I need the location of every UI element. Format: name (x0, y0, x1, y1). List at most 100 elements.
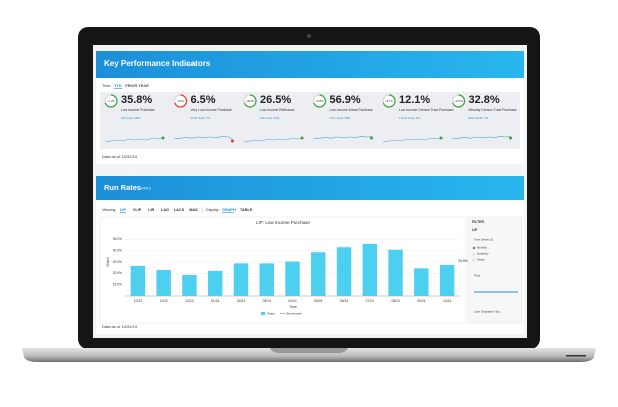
x-tick-label: 02/24 (237, 299, 245, 303)
bar (362, 243, 378, 296)
filter-title: FILTER (472, 220, 484, 224)
kpi-goal: LIP Goal: 28% (121, 116, 141, 120)
x-tick-label: 10/23 (134, 299, 142, 303)
kpi-label: Low Income Areas Purchase (330, 108, 373, 112)
legend-swatch (261, 312, 265, 315)
viewing-option[interactable]: LAG (161, 208, 169, 212)
time-option[interactable]: YTD (114, 84, 122, 88)
kpi-label: Low Income Purchase (121, 108, 155, 112)
x-tick-label: 11/23 (160, 299, 168, 303)
kpi-sparkline (313, 136, 372, 140)
kpi-change: +8.7% (385, 99, 393, 103)
radio[interactable] (472, 252, 476, 256)
kpi-value: 6.5% (191, 94, 216, 106)
filter-section[interactable]: Loan Origination Typ... (474, 310, 502, 314)
base-notch (270, 348, 348, 353)
kpi-goal: LAG Goal: TBD (330, 116, 352, 120)
run-title: Run Rates (104, 183, 141, 192)
kpi-footer: Data as of 10/31/24 (102, 154, 138, 159)
x-tick-label: 03/24 (263, 299, 271, 303)
kpi-sparkline (104, 137, 164, 143)
kpi-value: 12.1% (399, 94, 430, 106)
viewing-option[interactable]: LIR (148, 208, 154, 212)
legend-entry: Benchmark (287, 312, 303, 316)
filter-section[interactable]: Quarterly (477, 252, 489, 256)
dynamic-content: Time: YTD PRIOR YEAR +7.3% 35.8% Low Income P… (102, 84, 518, 314)
kpi-goal: LIR Goal: 24% (260, 116, 280, 120)
kpi-spark-dot (370, 136, 373, 140)
bar (439, 264, 455, 296)
camera (307, 34, 311, 38)
run-footer: Data as of 10/31/24 (102, 324, 138, 329)
y-tick-label: 35.0% (113, 237, 122, 241)
kpi-sparkline (452, 136, 511, 140)
base-light (566, 355, 586, 357)
kpi-ring-arc (313, 94, 327, 108)
y-axis-label: Share (106, 257, 110, 266)
kpi-change: +7.3% (107, 99, 115, 103)
kpi-goal: VLIP Goal: 7% (191, 116, 211, 120)
viewing-option[interactable]: MAS (189, 208, 198, 212)
x-tick-label: 09/24 (417, 299, 425, 303)
y-tick-label: 30.0% (113, 249, 122, 253)
bar (233, 263, 249, 296)
y-tick-label: 15.0% (113, 283, 122, 287)
laptop-base (22, 348, 596, 362)
kpi-change: -0.5% (177, 99, 184, 103)
kpi-change: +40.5% (246, 99, 256, 103)
kpi-spark-dot (231, 139, 234, 143)
bar (414, 268, 429, 296)
kpi-change: +165% (315, 99, 324, 103)
kpi-sparkline (243, 137, 303, 143)
kpi-goal: MAS Goal: 7% (469, 116, 489, 120)
x-tick-label: 10/24 (443, 299, 451, 303)
x-axis-label: Time (289, 305, 297, 309)
x-tick-label: 05/24 (314, 299, 322, 303)
x-tick-label: 08/24 (391, 299, 399, 303)
filter-section[interactable]: Time (474, 274, 481, 278)
chart-title: LIP: Low Income Purchase (256, 220, 310, 225)
kpi-sparkline (174, 136, 233, 140)
bar (311, 252, 326, 296)
radio[interactable] (472, 258, 476, 262)
filter-panel (467, 216, 523, 324)
kpi-cards-bg (100, 92, 520, 149)
kpi-spark-dot (161, 136, 165, 140)
display-label: Display: (206, 208, 220, 212)
viewing-option[interactable]: VLIP (133, 208, 142, 212)
viewing-option[interactable]: LIP (120, 208, 126, 212)
y-tick-label: 25.0% (113, 260, 122, 264)
viewing-option[interactable]: LACS (174, 208, 185, 212)
kpi-spark-dot (509, 136, 512, 140)
viewing-label: Viewing: (102, 208, 116, 212)
bar (388, 249, 403, 296)
kpi-value: 56.9% (330, 94, 361, 106)
kpi-value: 35.8% (121, 94, 152, 106)
bar (156, 269, 171, 296)
display-option[interactable]: GRAPH (222, 208, 236, 212)
bar (130, 265, 146, 296)
filter-section[interactable]: Monthly (477, 246, 487, 250)
kpi-tag: HMDI (186, 62, 196, 67)
filter-section[interactable]: Time Series (1) (474, 238, 493, 242)
kpi-title: Key Performance Indicators (104, 59, 211, 68)
x-tick-label: 07/24 (366, 299, 374, 303)
kpi-header-band (96, 51, 524, 78)
kpi-sparkline (382, 137, 442, 143)
filter-section[interactable]: Yearly (477, 258, 485, 262)
bar (182, 274, 197, 296)
bar (259, 263, 274, 296)
display-option[interactable]: TABLE (240, 208, 253, 212)
filter-metric[interactable]: LIP (472, 228, 478, 232)
x-tick-label: 06/24 (340, 299, 348, 303)
bar (207, 270, 223, 296)
kpi-ring-arc (382, 94, 396, 108)
run-header-band (96, 176, 524, 200)
kpi-ring-arc (243, 94, 257, 108)
kpi-goal: LACS Goal: 4% (399, 116, 420, 120)
kpi-spark-dot (439, 136, 443, 140)
radio[interactable] (472, 246, 476, 250)
time-option[interactable]: PRIOR YEAR (125, 84, 149, 88)
end-label: 35.8% (458, 259, 468, 263)
